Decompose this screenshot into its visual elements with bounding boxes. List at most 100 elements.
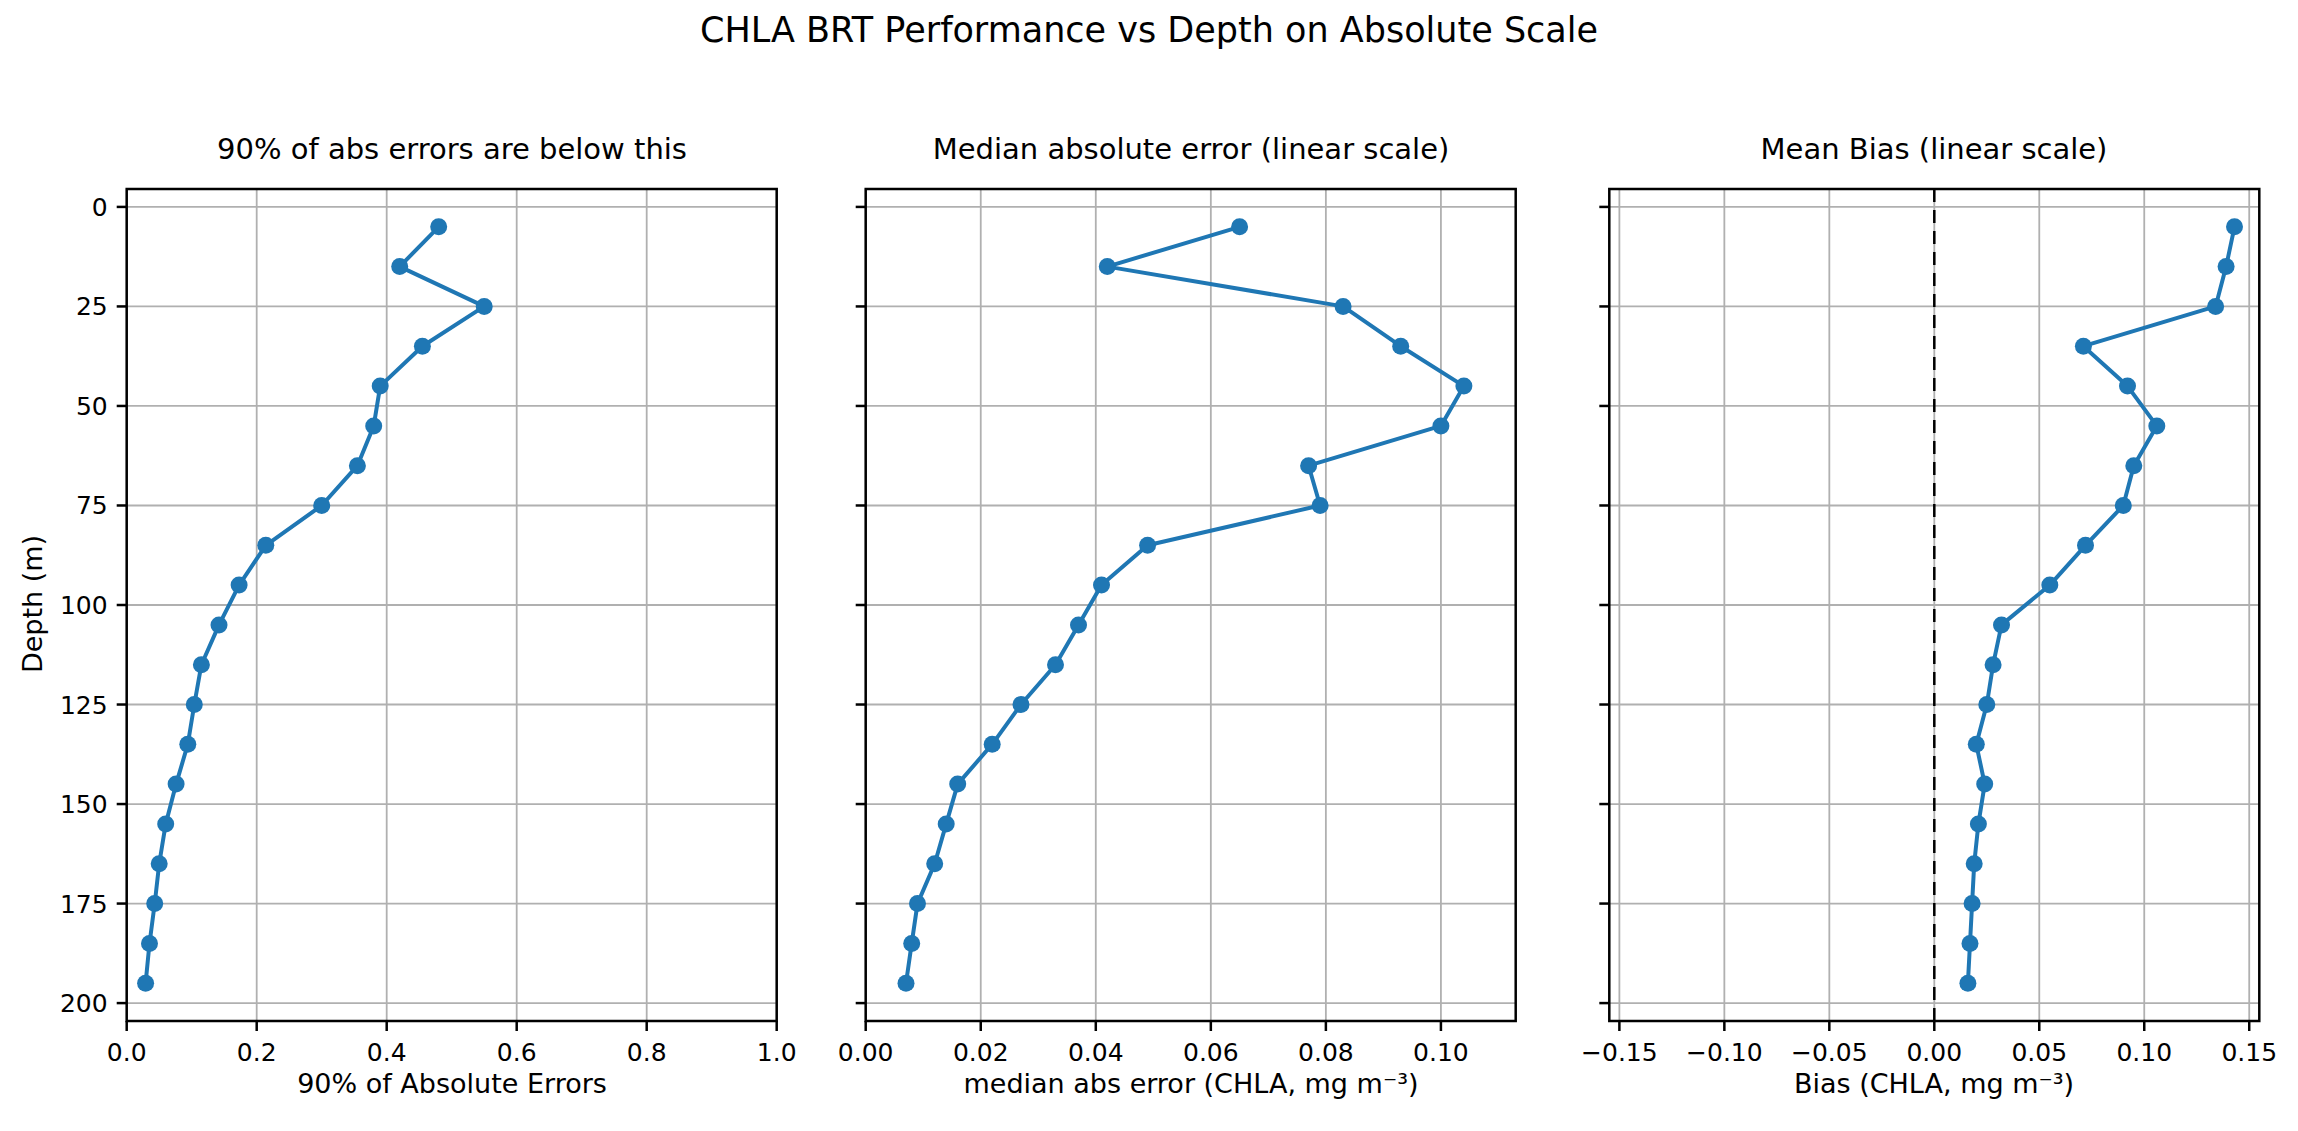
- x-tick-label: 1.0: [757, 1038, 797, 1067]
- data-point: [903, 935, 920, 952]
- x-tick-label: −0.05: [1791, 1038, 1868, 1067]
- x-tick-label: 0.8: [627, 1038, 667, 1067]
- figure: 0.0 0.2 0.4 0.6 0.8 1.0 0 25 50 75 100 125 150 175 200…: [0, 0, 2298, 1131]
- data-point: [1231, 218, 1248, 235]
- y-tick-label: 25: [76, 292, 108, 321]
- x-tick-label: 0.0: [107, 1038, 147, 1067]
- subplot-title-mae: Median absolute error (linear scale): [866, 132, 1516, 166]
- x-tick-label: 0.00: [1906, 1038, 1962, 1067]
- x-tick-label: 0.15: [2221, 1038, 2277, 1067]
- x-tick-label: 0.04: [1068, 1038, 1124, 1067]
- x-tick-label: 0.00: [838, 1038, 894, 1067]
- subplot-title-bias: Mean Bias (linear scale): [1609, 132, 2259, 166]
- data-point: [926, 855, 943, 872]
- x-tick-label: 0.10: [1413, 1038, 1469, 1067]
- data-point: [984, 736, 1001, 753]
- data-point: [141, 935, 158, 952]
- x-tick-label: 0.2: [237, 1038, 277, 1067]
- data-point: [2125, 457, 2142, 474]
- data-point: [1985, 656, 2002, 673]
- x-tick-label: −0.10: [1686, 1038, 1763, 1067]
- data-point: [430, 218, 447, 235]
- data-point: [179, 736, 196, 753]
- x-tick-label: 0.10: [2116, 1038, 2172, 1067]
- data-point: [2207, 298, 2224, 315]
- data-point: [1312, 497, 1329, 514]
- y-tick-label: 100: [60, 591, 108, 620]
- figure-title: CHLA BRT Performance vs Depth on Absolut…: [0, 10, 2298, 50]
- subplot-1: 0.0 0.2 0.4 0.6 0.8 1.0 0 25 50 75 100 125 150 175 200: [60, 189, 797, 1067]
- data-point: [476, 298, 493, 315]
- x-axis-label-mae: median abs error (CHLA, mg m⁻³): [866, 1068, 1516, 1099]
- y-tick-label: 75: [76, 491, 108, 520]
- data-point: [1970, 815, 1987, 832]
- subplot-3: −0.15 −0.10 −0.05 0.00 0.05 0.10 0.15: [1581, 189, 2277, 1067]
- data-point: [1139, 537, 1156, 554]
- x-tick-label: 0.6: [497, 1038, 537, 1067]
- data-point: [414, 338, 431, 355]
- data-point: [372, 378, 389, 395]
- data-point: [1047, 656, 1064, 673]
- data-point: [151, 855, 168, 872]
- y-tick-label: 0: [92, 193, 108, 222]
- y-tick-label: 150: [60, 790, 108, 819]
- y-tick-label: 50: [76, 392, 108, 421]
- data-point: [211, 616, 228, 633]
- x-tick-label: 0.06: [1183, 1038, 1239, 1067]
- data-point: [2226, 218, 2243, 235]
- data-point: [1959, 975, 1976, 992]
- data-point: [1432, 417, 1449, 434]
- data-point: [193, 656, 210, 673]
- data-point: [2148, 417, 2165, 434]
- data-point: [1968, 736, 1985, 753]
- data-point: [2115, 497, 2132, 514]
- data-point: [2119, 378, 2136, 395]
- data-point: [2077, 537, 2094, 554]
- data-point: [1978, 696, 1995, 713]
- data-point: [231, 577, 248, 594]
- data-point: [313, 497, 330, 514]
- data-point: [1993, 616, 2010, 633]
- data-point: [909, 895, 926, 912]
- data-point: [1300, 457, 1317, 474]
- data-point: [146, 895, 163, 912]
- data-point: [2075, 338, 2092, 355]
- y-tick-label: 125: [60, 691, 108, 720]
- data-point: [1099, 258, 1116, 275]
- data-point: [938, 815, 955, 832]
- data-point: [1070, 616, 1087, 633]
- y-tick-label: 175: [60, 890, 108, 919]
- data-point: [1962, 935, 1979, 952]
- data-point: [365, 417, 382, 434]
- data-point: [949, 776, 966, 793]
- data-point: [257, 537, 274, 554]
- data-point: [1966, 855, 1983, 872]
- x-tick-label: 0.05: [2011, 1038, 2067, 1067]
- data-point: [137, 975, 154, 992]
- data-point: [2041, 577, 2058, 594]
- subplot-title-q90: 90% of abs errors are below this: [127, 132, 777, 166]
- y-axis-label-depth: Depth (m): [17, 535, 48, 673]
- data-point: [157, 815, 174, 832]
- data-point: [1964, 895, 1981, 912]
- x-axis-label-bias: Bias (CHLA, mg m⁻³): [1609, 1068, 2259, 1099]
- data-point: [168, 776, 185, 793]
- x-tick-label: 0.02: [953, 1038, 1009, 1067]
- x-tick-label: −0.15: [1581, 1038, 1658, 1067]
- x-tick-label: 0.4: [367, 1038, 407, 1067]
- data-point: [1093, 577, 1110, 594]
- x-tick-label: 0.08: [1298, 1038, 1354, 1067]
- profile-charts-canvas: 0.0 0.2 0.4 0.6 0.8 1.0 0 25 50 75 100 125 150 175 200…: [0, 0, 2298, 1131]
- data-point: [1335, 298, 1352, 315]
- data-point: [2218, 258, 2235, 275]
- data-point: [186, 696, 203, 713]
- data-point: [898, 975, 915, 992]
- data-point: [349, 457, 366, 474]
- x-axis-label-q90: 90% of Absolute Errors: [127, 1068, 777, 1099]
- y-tick-label: 200: [60, 989, 108, 1018]
- data-point: [1455, 378, 1472, 395]
- data-point: [391, 258, 408, 275]
- data-point: [1392, 338, 1409, 355]
- data-point: [1976, 776, 1993, 793]
- data-point: [1013, 696, 1030, 713]
